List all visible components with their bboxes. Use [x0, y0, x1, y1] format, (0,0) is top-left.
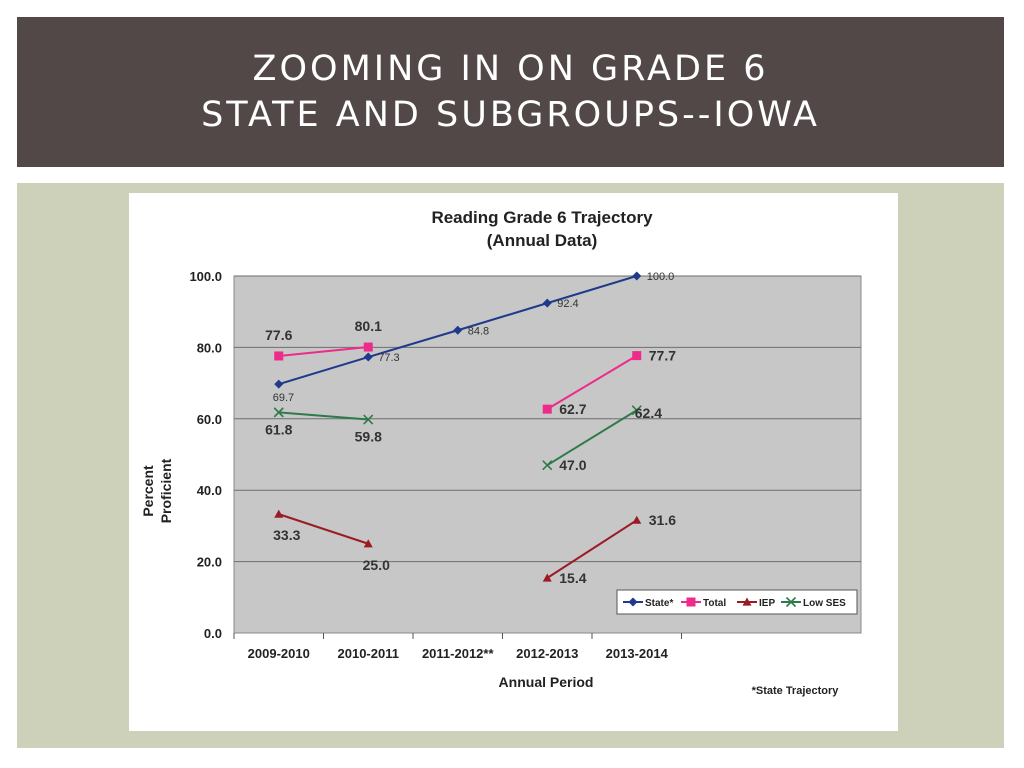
total-series-line	[546, 354, 638, 411]
legend-label-state: State*	[645, 598, 673, 609]
y-tick-label: 60.0	[197, 412, 222, 427]
y-tick-label: 20.0	[197, 555, 222, 570]
total-point	[363, 342, 373, 352]
plot-area	[233, 275, 862, 634]
low-ses-series-line	[278, 411, 369, 421]
low-ses-point	[363, 414, 374, 425]
low-ses-data-label: 59.8	[355, 429, 382, 445]
chart-footnote: *State Trajectory	[752, 685, 840, 697]
total-series-line	[278, 346, 369, 357]
chart-title: Reading Grade 6 Trajectory	[431, 208, 653, 227]
chart-legend: State* Total IEP Low SES	[616, 589, 858, 615]
total-data-label: 77.6	[265, 327, 292, 343]
state-point	[274, 379, 284, 389]
y-axis-label-line-1: Percent	[140, 465, 156, 517]
x-axis-label: Annual Period	[499, 674, 594, 690]
iep-data-label: 15.4	[559, 570, 586, 586]
chart-subtitle: (Annual Data)	[487, 231, 598, 250]
y-tick-label: 0.0	[204, 626, 222, 641]
legend-marker-total	[686, 597, 696, 607]
y-tick-label: 100.0	[189, 269, 222, 284]
iep-point	[363, 539, 373, 548]
state-data-label: 77.3	[378, 352, 399, 364]
x-tick-label: 2009-2010	[248, 646, 310, 661]
low-ses-point	[273, 407, 284, 418]
iep-point	[274, 509, 284, 518]
total-data-label: 62.7	[559, 401, 586, 417]
x-tick-label: 2012-2013	[516, 646, 578, 661]
state-point	[632, 271, 642, 281]
legend-box	[616, 589, 858, 615]
low-ses-point	[542, 460, 553, 471]
total-data-label: 80.1	[355, 318, 382, 334]
low-ses-point	[631, 405, 642, 416]
y-tick-label: 40.0	[197, 483, 222, 498]
total-point	[632, 351, 642, 361]
state-data-label: 84.8	[468, 325, 489, 337]
state-point	[363, 352, 373, 362]
legend-marker-iep	[742, 597, 752, 606]
total-point	[274, 351, 284, 361]
state-series-line	[367, 329, 459, 358]
low-ses-series-line	[546, 409, 638, 467]
total-data-label: 77.7	[649, 348, 676, 364]
iep-data-label: 25.0	[363, 557, 390, 573]
slide-title-line-1: ZOOMING IN ON GRADE 6	[252, 49, 769, 89]
slide-title-line-2: STATE AND SUBGROUPS--IOWA	[201, 95, 820, 135]
low-ses-data-label: 62.4	[635, 405, 662, 421]
state-data-label: 69.7	[273, 392, 294, 404]
total-point	[542, 404, 552, 414]
legend-label-low-ses: Low SES	[803, 598, 846, 609]
iep-data-label: 33.3	[273, 527, 300, 543]
y-tick-label: 80.0	[197, 340, 222, 355]
state-data-label: 92.4	[557, 298, 578, 310]
legend-marker-low-ses	[785, 596, 797, 608]
legend-marker-state	[628, 597, 638, 607]
iep-data-label: 31.6	[649, 512, 676, 528]
state-point	[453, 325, 463, 335]
x-tick-label: 2013-2014	[606, 646, 669, 661]
y-axis-label-line-2: Proficient	[158, 458, 174, 523]
iep-series-line	[278, 513, 369, 545]
low-ses-data-label: 61.8	[265, 421, 292, 437]
state-series-line	[546, 275, 638, 305]
iep-point	[542, 573, 552, 582]
chart-image: Reading Grade 6 Trajectory (Annual Data)…	[129, 193, 898, 731]
iep-series-line	[546, 519, 638, 579]
legend-label-iep: IEP	[759, 598, 775, 609]
x-tick-label: 2011-2012**	[422, 646, 495, 661]
state-series-line	[457, 302, 548, 332]
state-data-label: 100.0	[647, 271, 675, 283]
state-point	[542, 298, 552, 308]
iep-point	[632, 515, 642, 524]
reading-trajectory-chart: Reading Grade 6 Trajectory (Annual Data)…	[140, 208, 862, 697]
state-series-line	[278, 356, 369, 386]
x-tick-label: 2010-2011	[338, 646, 399, 661]
slide-title-bar: ZOOMING IN ON GRADE 6 STATE AND SUBGROUP…	[17, 17, 1004, 167]
low-ses-data-label: 47.0	[559, 457, 586, 473]
legend-label-total: Total	[703, 598, 726, 609]
